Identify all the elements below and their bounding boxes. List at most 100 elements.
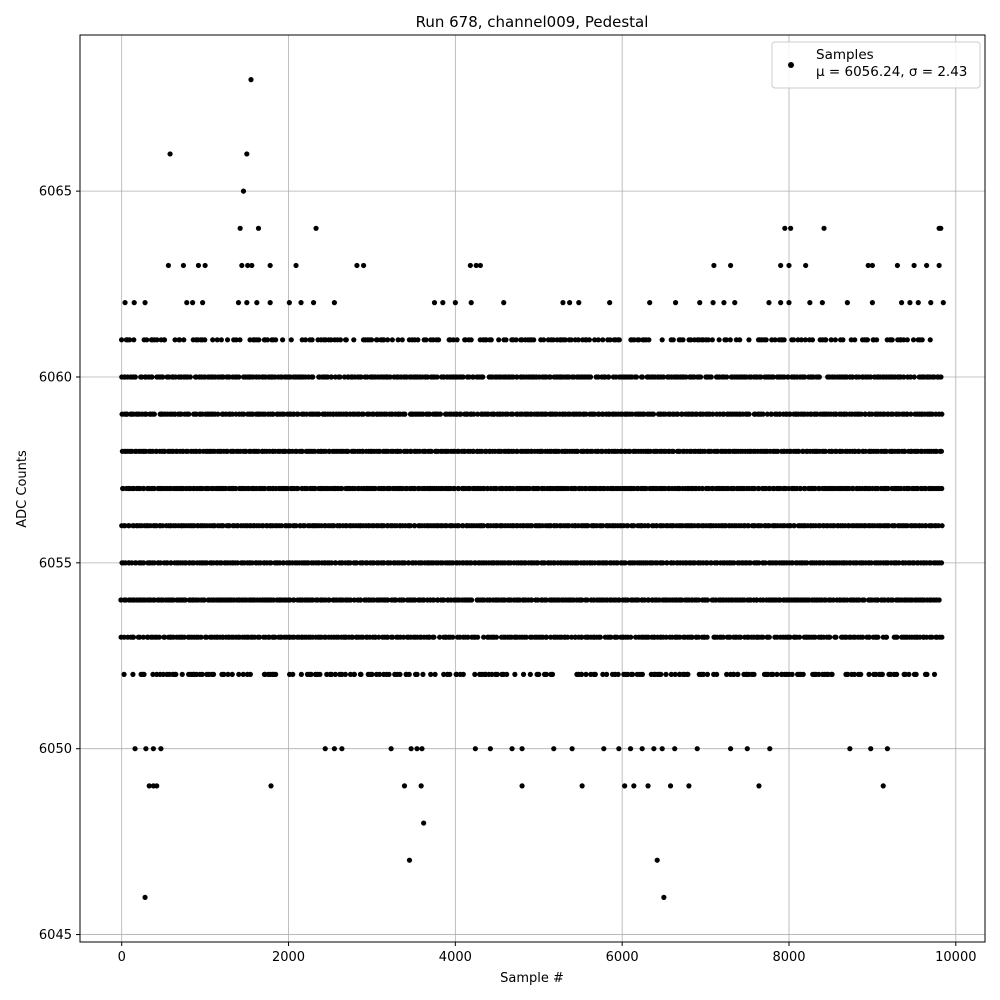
- data-point: [122, 300, 128, 306]
- data-point: [368, 337, 375, 343]
- data-point: [235, 560, 241, 566]
- data-point: [622, 560, 628, 566]
- data-point: [694, 746, 700, 752]
- data-point: [789, 671, 795, 677]
- data-point: [421, 820, 427, 826]
- data-point: [173, 671, 179, 677]
- data-point: [832, 337, 838, 343]
- data-point: [406, 671, 412, 677]
- data-point: [154, 783, 160, 789]
- data-point: [823, 337, 829, 343]
- data-point: [883, 634, 890, 640]
- data-point: [931, 671, 938, 677]
- data-point: [746, 411, 752, 417]
- data-point: [229, 671, 235, 677]
- data-point: [680, 337, 686, 343]
- data-point: [710, 300, 716, 306]
- data-point: [700, 671, 707, 677]
- data-point: [830, 597, 836, 603]
- data-point: [279, 337, 286, 343]
- data-point: [181, 634, 187, 640]
- data-point: [868, 374, 874, 380]
- data-point: [938, 374, 944, 380]
- legend-stats: μ = 6056.24, σ = 2.43: [816, 64, 967, 80]
- data-point: [218, 337, 224, 343]
- data-point: [551, 746, 557, 752]
- data-point: [628, 634, 634, 640]
- data-point: [331, 746, 338, 752]
- data-point: [434, 374, 440, 380]
- data-point: [313, 225, 319, 231]
- data-point: [651, 746, 657, 752]
- data-point: [408, 746, 414, 752]
- data-point: [144, 337, 150, 343]
- data-point: [531, 337, 537, 343]
- data-point: [157, 560, 164, 566]
- data-point: [427, 411, 433, 417]
- data-point: [677, 634, 683, 640]
- data-point: [907, 300, 913, 306]
- data-point: [816, 671, 822, 677]
- data-point: [883, 448, 889, 454]
- data-point: [239, 262, 245, 269]
- data-point: [401, 783, 408, 789]
- data-point: [636, 337, 642, 343]
- data-point: [845, 671, 851, 677]
- data-point: [131, 300, 137, 306]
- data-point: [592, 337, 598, 343]
- data-point: [816, 374, 822, 380]
- data-point: [788, 225, 794, 231]
- data-point: [195, 262, 202, 269]
- data-point: [351, 337, 357, 343]
- data-point: [441, 597, 447, 603]
- data-point: [919, 337, 925, 343]
- data-point: [940, 300, 946, 306]
- data-point: [714, 671, 720, 677]
- data-point: [927, 337, 933, 343]
- data-point: [480, 374, 486, 380]
- data-point: [264, 337, 271, 343]
- data-point: [778, 262, 784, 269]
- data-point: [423, 337, 429, 343]
- data-point: [452, 300, 458, 306]
- data-point: [607, 300, 613, 306]
- data-point: [606, 374, 612, 380]
- data-point: [543, 634, 550, 640]
- data-point: [302, 337, 309, 343]
- data-point: [494, 671, 500, 677]
- data-point: [229, 411, 235, 417]
- data-point: [756, 485, 762, 492]
- data-point: [408, 523, 414, 529]
- data-point: [861, 597, 867, 603]
- data-point: [317, 671, 323, 677]
- data-point: [659, 746, 665, 752]
- data-point: [697, 374, 704, 380]
- data-point: [236, 671, 242, 677]
- data-point: [775, 448, 781, 454]
- data-point: [406, 560, 412, 566]
- data-point: [198, 634, 204, 640]
- data-point: [299, 448, 305, 454]
- data-point: [686, 783, 692, 789]
- x-tick-label: 0: [118, 950, 126, 965]
- data-point: [472, 746, 478, 752]
- data-point: [821, 225, 827, 231]
- data-point: [639, 746, 645, 752]
- data-point: [716, 337, 722, 343]
- data-point: [819, 300, 825, 306]
- data-point: [151, 485, 157, 492]
- data-point: [774, 671, 780, 677]
- data-point: [547, 374, 553, 380]
- data-point: [151, 560, 157, 566]
- data-point: [549, 671, 556, 677]
- data-point: [802, 374, 808, 380]
- data-point: [639, 374, 645, 380]
- data-point: [350, 634, 356, 640]
- data-point: [187, 374, 193, 380]
- data-point: [465, 634, 471, 640]
- data-point: [660, 560, 666, 566]
- y-tick-label: 6055: [39, 556, 72, 571]
- data-point: [576, 300, 582, 306]
- data-point: [399, 337, 405, 343]
